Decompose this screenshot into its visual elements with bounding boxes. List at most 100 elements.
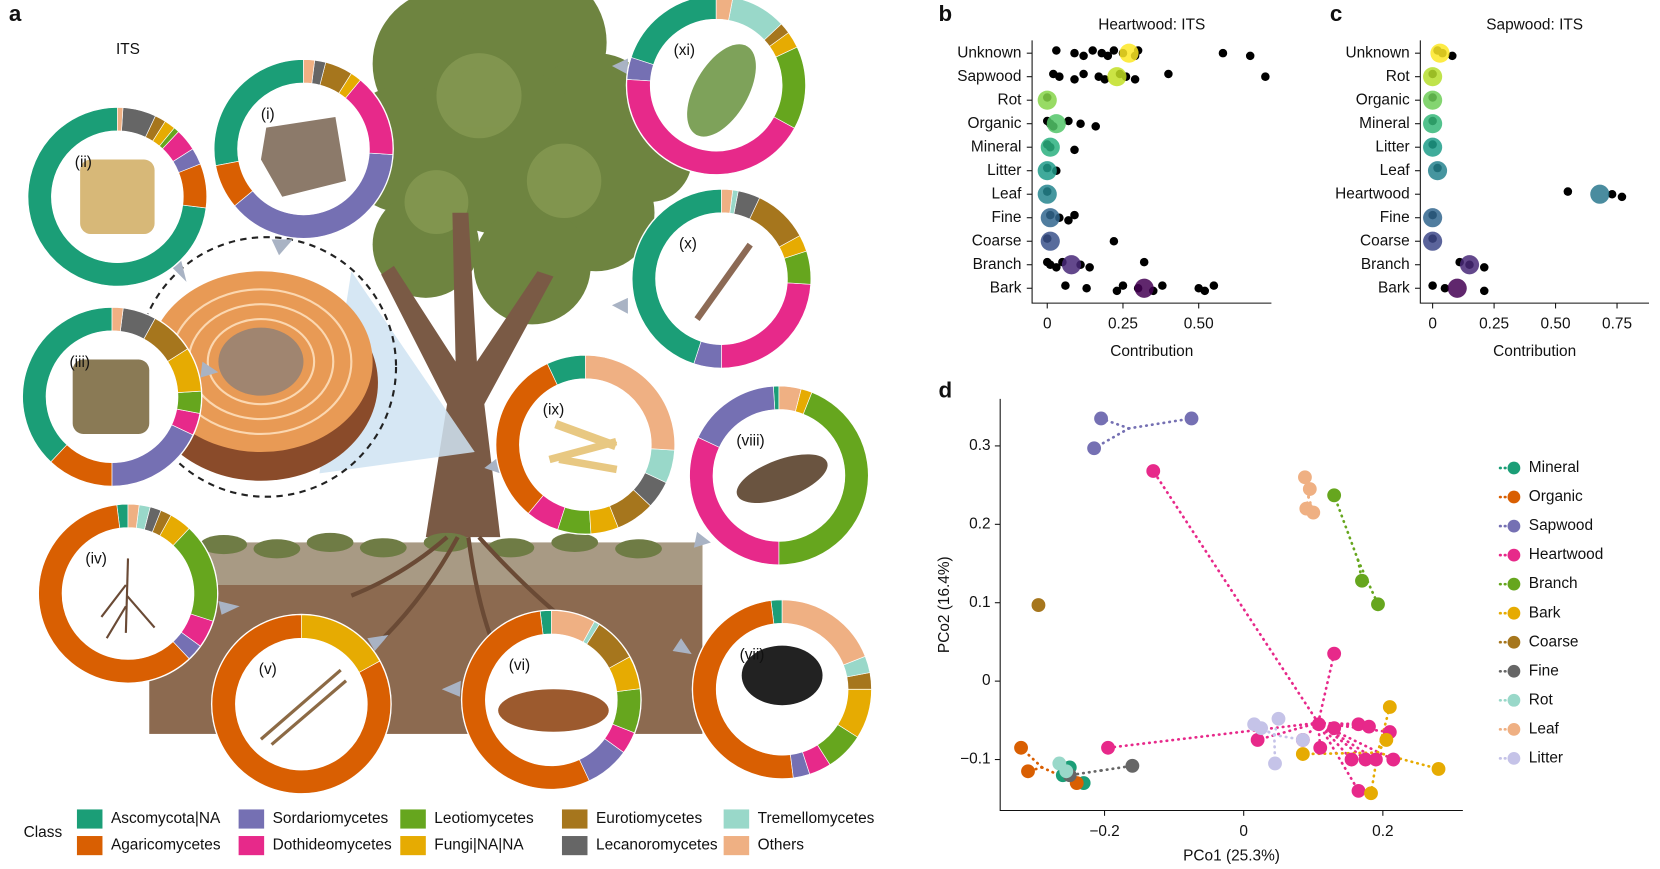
legend-label: Fine xyxy=(1529,662,1559,679)
legend-label: Sapwood xyxy=(1529,517,1593,534)
spider-line xyxy=(1068,769,1103,777)
sample-point xyxy=(1164,69,1173,79)
chart-title: Heartwood: ITS xyxy=(1098,17,1205,34)
scatter-point xyxy=(1368,752,1383,767)
y-tick-label: Mineral xyxy=(1359,115,1410,132)
mean-point xyxy=(1040,208,1060,228)
legend-label: Fungi|NA|NA xyxy=(434,837,524,854)
mean-point xyxy=(1037,184,1057,204)
sample-point xyxy=(1617,192,1627,202)
scatter-point xyxy=(1021,764,1035,779)
y-tick-label: Fine xyxy=(991,209,1021,226)
panel-label: b xyxy=(938,1,952,26)
dashed-circle xyxy=(135,236,398,498)
legend-swatch xyxy=(400,836,426,856)
scatter-point xyxy=(1295,747,1310,761)
sample-point xyxy=(1070,145,1079,155)
legend-swatch xyxy=(400,809,426,829)
ring-label: (viii) xyxy=(736,432,764,449)
legend-label: Heartwood xyxy=(1529,546,1604,563)
heartwood xyxy=(218,327,304,396)
sample-point xyxy=(1480,263,1489,272)
scatter-point xyxy=(1059,764,1074,779)
spider-line xyxy=(1316,721,1353,761)
y-tick-label: 0.2 xyxy=(969,515,990,532)
scatter-point xyxy=(1311,717,1326,732)
sample-point xyxy=(1088,46,1097,55)
mean-point xyxy=(1447,278,1467,298)
legend-swatch xyxy=(238,836,265,856)
x-tick-label: 0 xyxy=(1043,315,1052,332)
soil-icon xyxy=(498,689,609,732)
ring-label: (vi) xyxy=(509,657,530,674)
ring-hole xyxy=(519,378,652,511)
sample-point xyxy=(1079,51,1088,61)
mean-point xyxy=(1134,278,1154,298)
sample-point xyxy=(1448,51,1457,61)
mean-point xyxy=(1037,161,1057,181)
scatter-point xyxy=(1087,441,1102,456)
sample-point xyxy=(1103,51,1113,61)
spider-line xyxy=(1256,721,1320,742)
scatter-point xyxy=(1101,740,1115,755)
tree-canopy-light xyxy=(404,53,602,235)
mean-point xyxy=(1423,231,1443,251)
chart-title: Sapwood: ITS xyxy=(1486,17,1583,34)
twig-icon xyxy=(259,668,348,746)
bark-icon xyxy=(260,117,347,197)
legend-label: Tremellomycetes xyxy=(758,810,875,827)
x-axis-title: Contribution xyxy=(1493,343,1576,360)
scatter-point xyxy=(1268,756,1282,771)
y-tick-label: Organic xyxy=(968,115,1022,132)
legend: Class Ascomycota|NA Agaricomycetes Sordario… xyxy=(24,809,875,856)
sample-point xyxy=(1158,281,1167,290)
x-tick-label: 0.50 xyxy=(1541,315,1571,332)
spider-line xyxy=(1106,721,1320,750)
legend-label: Agaricomycetes xyxy=(111,837,221,854)
scatter-point xyxy=(1184,411,1199,426)
scatter-point xyxy=(1306,505,1321,520)
y-axis-title: PCo2 (16.4%) xyxy=(936,556,953,653)
y-tick-label: Coarse xyxy=(1360,232,1410,249)
scatter-point xyxy=(1254,721,1269,736)
ring-label: (v) xyxy=(259,661,277,678)
sample-point xyxy=(1091,122,1100,131)
legend-marker xyxy=(1507,519,1521,533)
mean-point xyxy=(1590,184,1610,204)
tree-trunk xyxy=(381,212,554,538)
axis-line xyxy=(1419,40,1650,304)
legend-label: Branch xyxy=(1529,575,1578,592)
y-tick-label: Bark xyxy=(990,279,1022,296)
spider-line xyxy=(1092,427,1131,450)
legend-swatch xyxy=(76,809,103,829)
ring-label: (iv) xyxy=(85,551,106,568)
ring-label: (x) xyxy=(679,236,697,253)
legend-marker xyxy=(1507,693,1521,707)
legend-label: Dothideomycetes xyxy=(273,837,392,854)
sample-point xyxy=(1079,69,1088,79)
y-tick-label: 0 xyxy=(982,672,991,689)
legend-label: Organic xyxy=(1529,488,1583,505)
scatter-point xyxy=(1302,482,1317,496)
sample-point xyxy=(1070,75,1079,84)
ring-hole xyxy=(655,212,788,345)
legend-marker xyxy=(1507,751,1521,765)
x-tick-label: −0.2 xyxy=(1089,823,1119,840)
y-tick-label: Branch xyxy=(1361,256,1410,273)
sample-point xyxy=(1076,119,1085,128)
legend-marker xyxy=(1507,548,1521,562)
sample-point xyxy=(1070,48,1079,58)
black-soil-icon xyxy=(741,645,823,706)
ring-label: (vii) xyxy=(740,646,765,663)
x-tick-label: 0 xyxy=(1239,823,1248,840)
sample-point xyxy=(1085,263,1094,272)
y-tick-label: Fine xyxy=(1380,209,1410,226)
spider-line xyxy=(1316,721,1322,750)
roots xyxy=(350,535,577,661)
sample-point xyxy=(1245,51,1255,61)
sample-point xyxy=(1109,236,1119,246)
y-tick-label: Heartwood xyxy=(1335,185,1410,202)
ring-icons xyxy=(72,44,828,746)
mean-point xyxy=(1423,137,1443,157)
